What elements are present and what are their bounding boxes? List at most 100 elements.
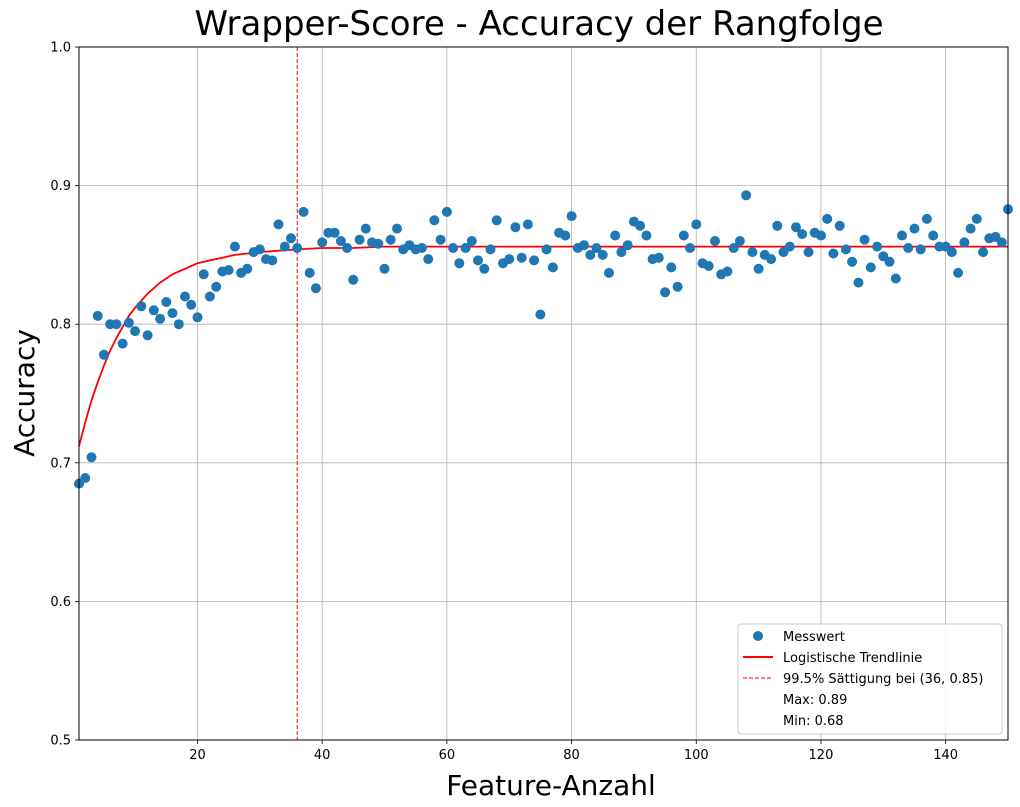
legend: Messwert Logistische Trendlinie 99.5% Sä… (737, 623, 1003, 735)
data-point (560, 230, 571, 241)
data-point (392, 223, 402, 234)
data-point (310, 283, 321, 294)
data-point (622, 240, 633, 251)
data-point (890, 273, 901, 284)
data-point (953, 267, 964, 278)
data-point (797, 229, 808, 240)
data-point (722, 266, 733, 277)
x-tick-label: 100 (684, 748, 709, 763)
y-tick-label: 0.6 (50, 595, 71, 610)
data-point (504, 254, 515, 265)
legend-label-max: Max: 0.89 (783, 693, 847, 708)
legend-marker-messwert (753, 631, 763, 641)
data-point (86, 452, 97, 463)
data-point (522, 219, 533, 230)
data-point (360, 223, 371, 234)
data-point (354, 234, 365, 245)
data-point (142, 330, 153, 341)
data-point (822, 213, 833, 224)
data-point (516, 252, 527, 263)
data-point (186, 299, 197, 310)
data-point (541, 244, 552, 255)
trend-line (78, 245, 1008, 447)
data-point (510, 222, 521, 233)
data-point (491, 215, 502, 226)
data-point (298, 206, 309, 217)
legend-label-saettigung: 99.5% Sättigung bei (36, 0.85) (783, 672, 983, 687)
data-point (136, 301, 147, 312)
x-tick-label: 20 (189, 748, 206, 763)
data-point (342, 243, 353, 253)
y-tick-label: 0.8 (50, 318, 71, 333)
data-point (286, 233, 296, 244)
data-point (710, 236, 720, 246)
data-point (865, 262, 876, 273)
data-point (772, 220, 783, 231)
data-point (635, 220, 646, 231)
data-point (585, 249, 596, 260)
data-point (473, 255, 483, 266)
data-point (192, 312, 203, 323)
data-point (485, 244, 496, 255)
data-point (535, 309, 546, 320)
x-tick-label: 140 (933, 748, 958, 763)
data-point (597, 249, 608, 260)
data-point (279, 241, 290, 252)
data-point (123, 317, 134, 328)
legend-box (737, 623, 1003, 735)
data-point (385, 234, 396, 245)
data-point (921, 213, 932, 224)
data-point (996, 237, 1007, 248)
data-point (211, 281, 222, 292)
data-point (429, 215, 440, 226)
data-point (734, 236, 745, 246)
data-point (610, 230, 621, 241)
data-point (335, 236, 346, 246)
data-point (460, 243, 471, 253)
data-point (803, 247, 814, 258)
data-point (304, 267, 315, 278)
data-point (971, 213, 982, 224)
y-axis-ticks: 0.5 0.6 0.7 0.8 0.9 1.0 (50, 41, 79, 749)
trend-line-layer (78, 245, 1008, 447)
data-point (379, 263, 390, 274)
data-point (884, 256, 895, 267)
data-point (903, 243, 914, 253)
data-point (111, 319, 122, 330)
data-point (691, 219, 702, 230)
data-point (915, 244, 926, 255)
data-point (897, 230, 907, 241)
data-point (591, 243, 602, 253)
data-point (423, 254, 434, 265)
data-point (317, 237, 328, 248)
data-point (242, 263, 253, 274)
data-point (148, 305, 159, 316)
data-point (791, 222, 801, 233)
data-point (703, 261, 714, 271)
data-point (435, 234, 446, 245)
data-point (229, 241, 240, 252)
data-point (965, 223, 976, 234)
chart-title: Wrapper-Score - Accuracy der Rangfolge (194, 4, 883, 44)
data-point (80, 473, 91, 483)
data-point (155, 313, 166, 324)
data-point (741, 190, 752, 201)
data-point (766, 254, 777, 265)
data-point (198, 269, 209, 280)
x-tick-label: 60 (439, 748, 456, 763)
data-point (928, 230, 939, 241)
data-point (173, 319, 184, 330)
y-tick-label: 0.5 (50, 734, 71, 749)
data-point (161, 297, 172, 307)
data-point (641, 230, 652, 241)
data-point (566, 211, 577, 222)
data-point (784, 241, 795, 252)
data-point (448, 243, 459, 253)
data-point (678, 230, 689, 241)
legend-label-messwert: Messwert (783, 630, 845, 645)
data-point (616, 247, 627, 258)
data-point (180, 291, 190, 302)
data-point (579, 240, 589, 251)
data-point (329, 227, 340, 238)
data-point (946, 247, 957, 258)
